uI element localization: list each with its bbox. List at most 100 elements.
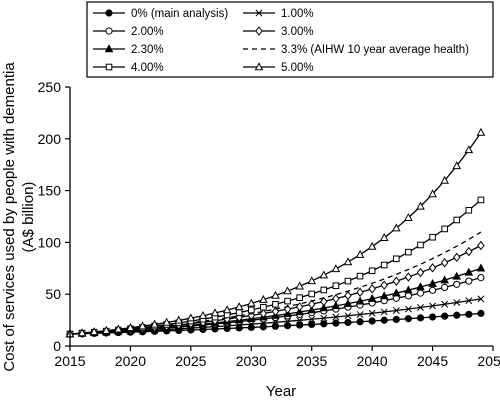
legend-entry: 3.3% (AIHW 10 year average health) xyxy=(243,44,469,56)
data-point xyxy=(440,175,450,184)
data-point xyxy=(259,294,268,303)
data-point xyxy=(441,312,449,320)
data-point xyxy=(331,264,341,273)
data-point xyxy=(465,207,473,214)
data-point xyxy=(367,241,377,250)
data-point xyxy=(417,241,424,249)
data-point xyxy=(320,314,328,322)
data-point xyxy=(428,286,437,294)
data-point xyxy=(198,310,208,319)
data-point xyxy=(416,201,425,210)
data-point xyxy=(308,290,316,298)
data-point xyxy=(283,286,292,295)
data-point xyxy=(320,320,328,328)
y-tick-label: 100 xyxy=(38,234,62,250)
y-tick-label: 50 xyxy=(45,286,61,302)
data-point xyxy=(295,281,304,290)
data-point xyxy=(416,314,425,322)
data-point xyxy=(404,292,412,300)
plot-area xyxy=(65,127,486,339)
data-point xyxy=(416,267,425,278)
data-point xyxy=(272,300,279,308)
legend-marker xyxy=(255,26,263,36)
data-point xyxy=(355,249,365,258)
data-point xyxy=(379,233,389,241)
x-tick-label: 2030 xyxy=(236,353,267,369)
data-point xyxy=(308,320,316,329)
data-point xyxy=(452,161,462,170)
legend-entry: 4.00% xyxy=(93,62,164,74)
legend-label: 3.00% xyxy=(281,26,314,38)
data-point xyxy=(344,312,352,320)
legend-marker xyxy=(104,44,114,53)
data-point xyxy=(441,225,448,233)
data-point xyxy=(368,267,376,275)
data-point xyxy=(477,274,485,282)
data-point xyxy=(356,287,364,298)
data-point xyxy=(283,322,292,330)
data-point xyxy=(246,298,256,307)
data-point xyxy=(234,302,244,311)
data-point xyxy=(126,323,135,331)
y-tick-label: 200 xyxy=(38,131,62,147)
x-tick-label: 2025 xyxy=(175,353,206,369)
data-point xyxy=(416,289,425,297)
data-point xyxy=(429,233,436,241)
y-tick-label: 150 xyxy=(38,183,62,199)
data-point xyxy=(319,303,329,312)
data-point xyxy=(417,304,424,311)
x-tick-label: 2020 xyxy=(115,353,146,369)
data-point xyxy=(465,310,473,318)
data-point xyxy=(465,277,473,285)
series-5 xyxy=(69,231,482,335)
data-point xyxy=(332,319,340,327)
data-point xyxy=(222,305,232,314)
data-point xyxy=(295,302,304,312)
data-point xyxy=(356,311,364,318)
data-point xyxy=(247,306,255,314)
legend-label: 4.00% xyxy=(131,62,164,74)
data-point xyxy=(380,261,388,269)
data-point xyxy=(380,308,388,316)
y-tick-label: 250 xyxy=(38,79,62,95)
data-point xyxy=(453,216,461,224)
x-axis-title: Year xyxy=(266,383,296,400)
data-point xyxy=(392,315,400,324)
data-point xyxy=(344,290,352,301)
data-point xyxy=(476,127,486,136)
data-point xyxy=(368,284,376,294)
data-point xyxy=(428,313,437,321)
data-point xyxy=(307,305,317,314)
series-7 xyxy=(65,127,486,338)
data-point xyxy=(453,252,461,263)
data-point xyxy=(465,246,473,257)
data-point xyxy=(464,145,474,154)
legend-marker xyxy=(254,62,264,71)
data-point xyxy=(320,286,328,294)
x-tick-label: 2045 xyxy=(417,353,448,369)
data-point xyxy=(343,257,353,266)
data-point xyxy=(77,328,87,337)
data-point xyxy=(331,301,341,310)
x-tick-label: 2040 xyxy=(357,353,388,369)
data-point xyxy=(344,277,352,285)
data-point xyxy=(453,280,461,288)
data-point xyxy=(307,276,317,285)
legend-label: 0% (main analysis) xyxy=(131,8,228,20)
data-point xyxy=(380,280,388,290)
data-point xyxy=(464,267,474,276)
data-point xyxy=(404,305,412,313)
series-line xyxy=(69,231,482,335)
x-tick-label: 2035 xyxy=(296,353,327,369)
data-point xyxy=(428,189,437,198)
legend-marker xyxy=(105,27,113,35)
legend-label: 3.3% (AIHW 10 year average health) xyxy=(281,44,469,56)
data-point xyxy=(332,293,340,304)
data-point xyxy=(441,283,449,291)
legend-label: 2.00% xyxy=(131,26,164,38)
data-point xyxy=(429,302,437,310)
data-point xyxy=(186,313,196,322)
data-point xyxy=(332,282,340,289)
data-point xyxy=(391,288,401,297)
